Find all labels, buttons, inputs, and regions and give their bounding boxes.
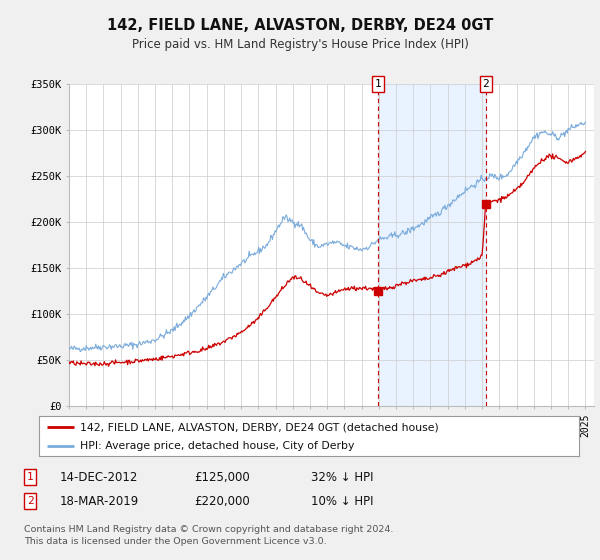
Text: £220,000: £220,000: [194, 494, 250, 508]
Text: 18-MAR-2019: 18-MAR-2019: [59, 494, 139, 508]
Text: Contains HM Land Registry data © Crown copyright and database right 2024.: Contains HM Land Registry data © Crown c…: [24, 525, 394, 534]
Text: £125,000: £125,000: [194, 470, 250, 484]
Text: 32% ↓ HPI: 32% ↓ HPI: [311, 470, 373, 484]
Bar: [378, 84, 486, 406]
Text: 10% ↓ HPI: 10% ↓ HPI: [311, 494, 373, 508]
Text: This data is licensed under the Open Government Licence v3.0.: This data is licensed under the Open Gov…: [24, 538, 326, 547]
Text: 142, FIELD LANE, ALVASTON, DERBY, DE24 0GT (detached house): 142, FIELD LANE, ALVASTON, DERBY, DE24 0…: [79, 422, 438, 432]
Text: 2: 2: [482, 79, 489, 89]
Text: HPI: Average price, detached house, City of Derby: HPI: Average price, detached house, City…: [79, 441, 354, 451]
Text: 1: 1: [375, 79, 382, 89]
Text: 142, FIELD LANE, ALVASTON, DERBY, DE24 0GT: 142, FIELD LANE, ALVASTON, DERBY, DE24 0…: [107, 18, 493, 32]
Text: 14-DEC-2012: 14-DEC-2012: [60, 470, 138, 484]
Text: Price paid vs. HM Land Registry's House Price Index (HPI): Price paid vs. HM Land Registry's House …: [131, 38, 469, 52]
Text: 1: 1: [26, 472, 34, 482]
Text: 2: 2: [26, 496, 34, 506]
